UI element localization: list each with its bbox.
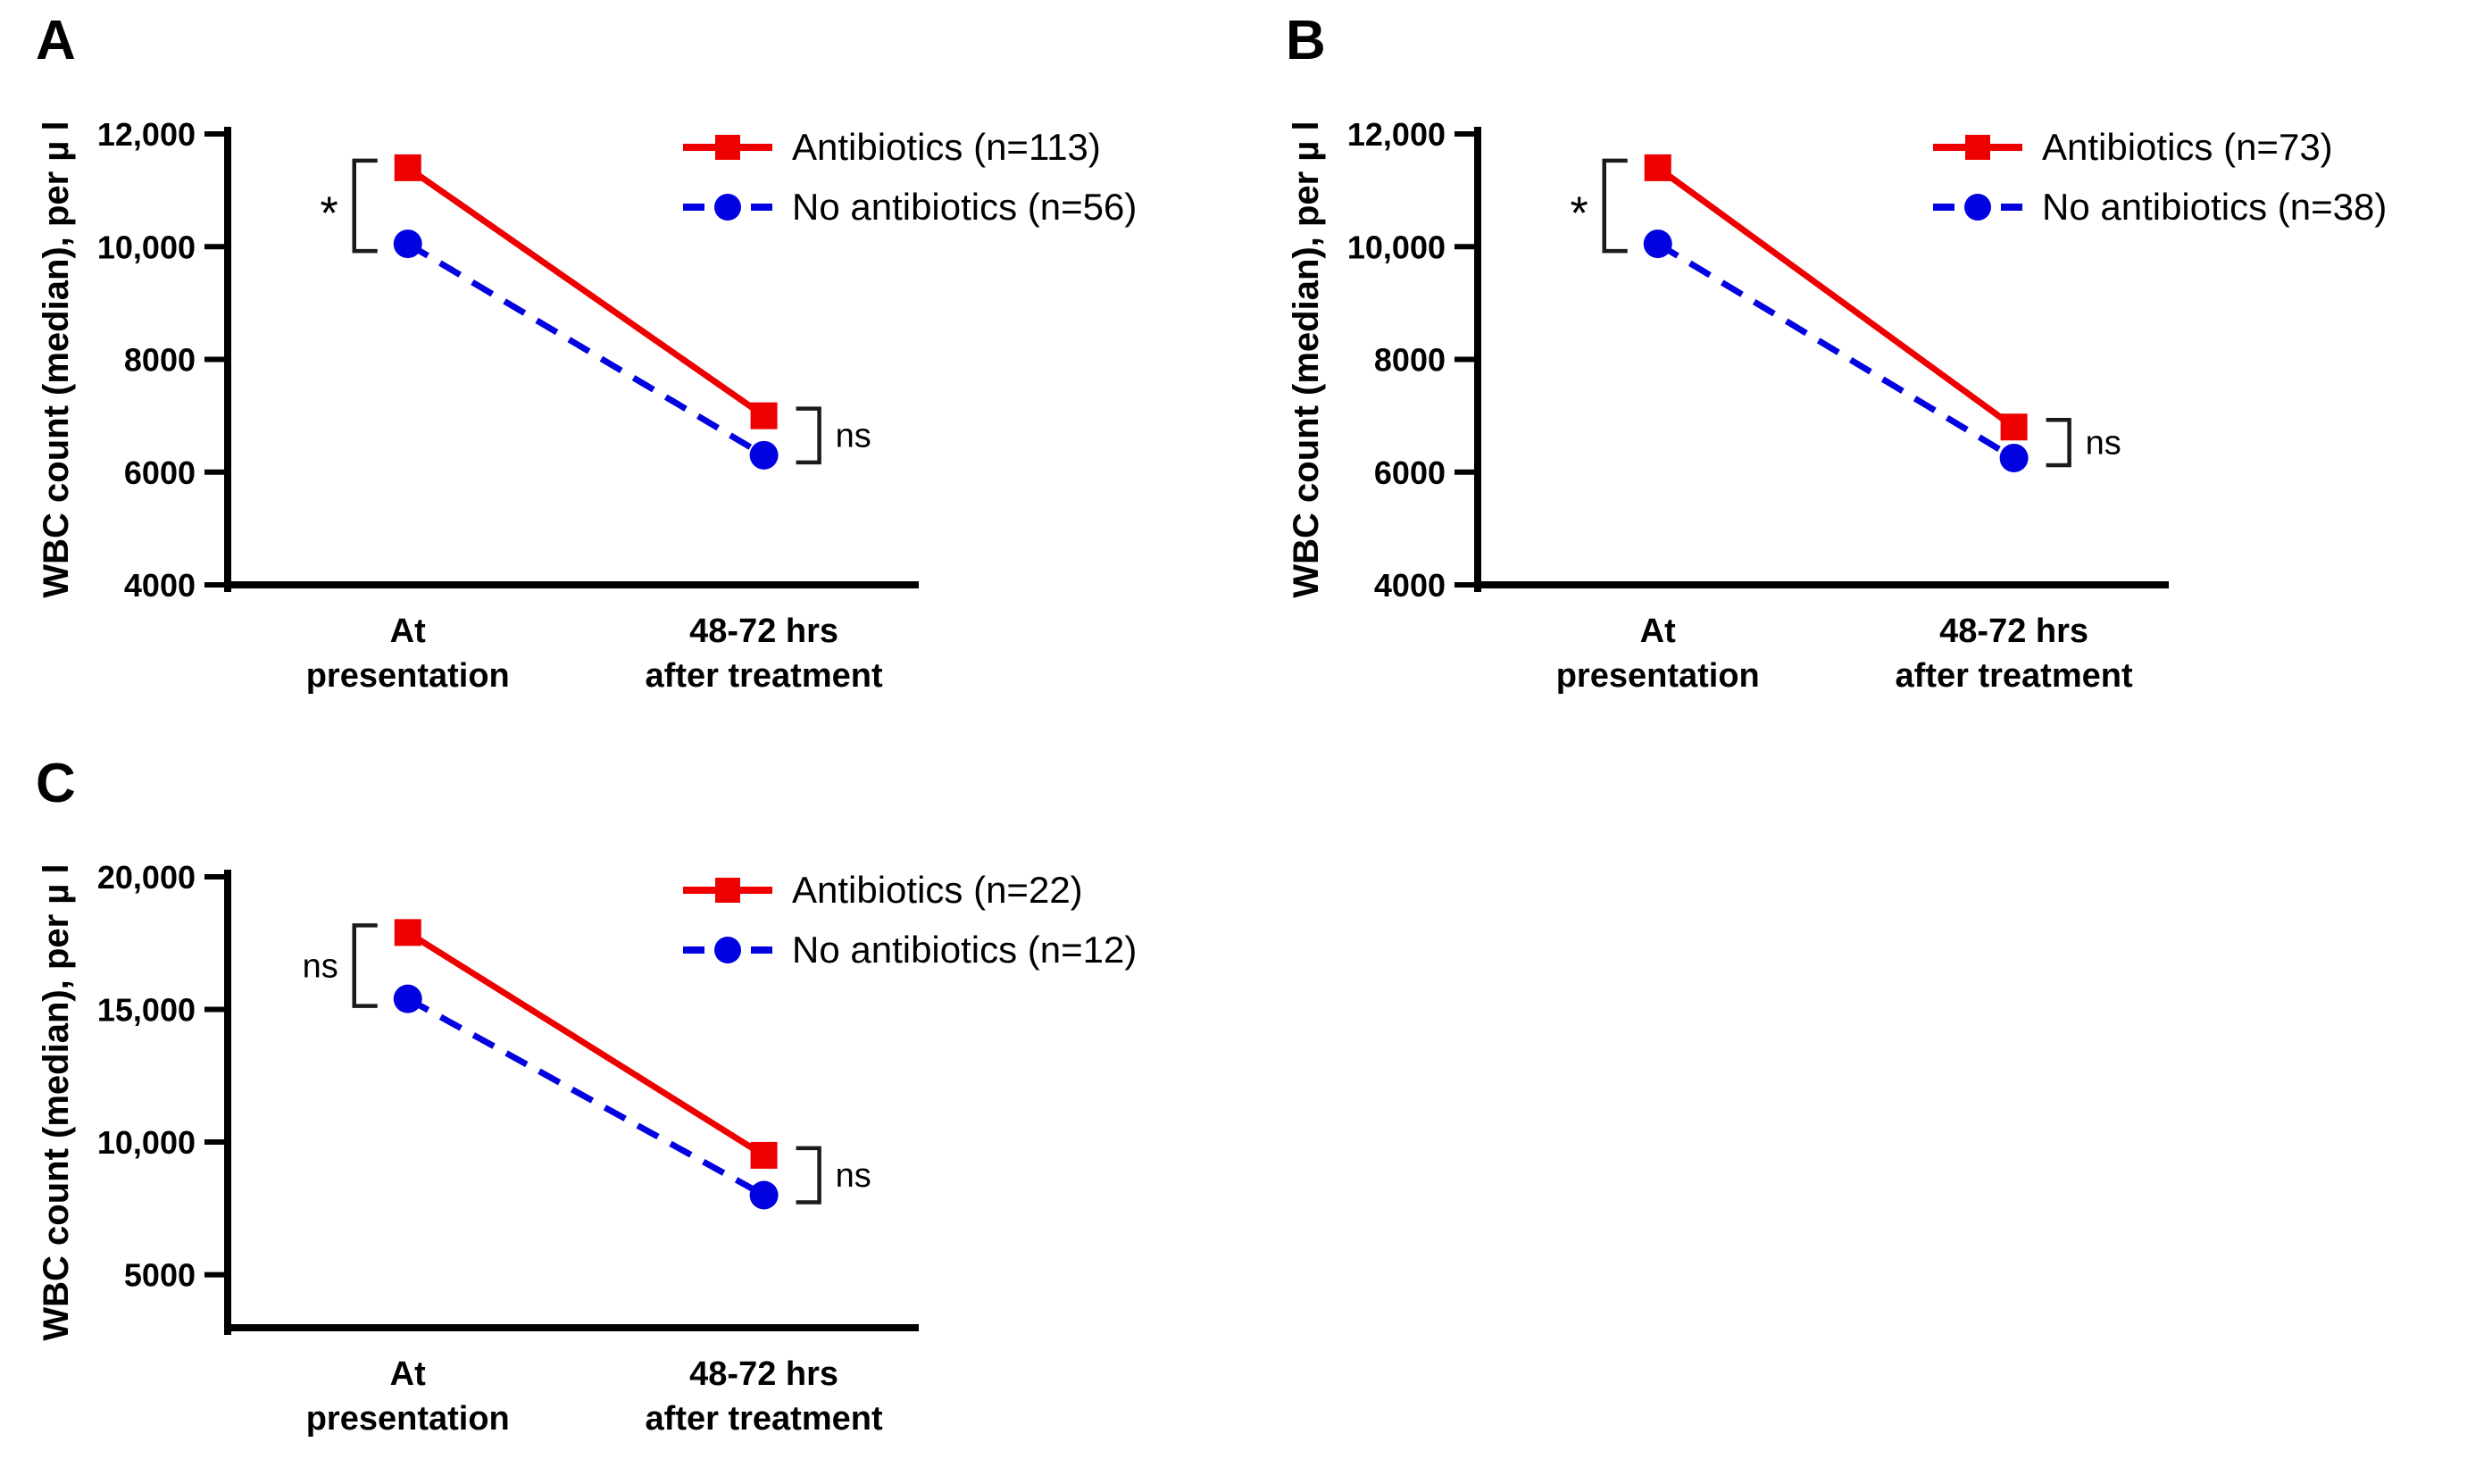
series-line-0 (405, 930, 766, 1158)
sig-bracket-left (352, 923, 378, 1008)
sig-bracket-right (796, 406, 821, 465)
sig-label-left: ns (303, 948, 338, 986)
x-tick-label: presentation (1556, 657, 1760, 695)
y-tick-label: 4000 (124, 567, 196, 604)
series-line-0 (405, 165, 766, 419)
x-tick-label: 48-72 hrs (1939, 613, 2088, 650)
series-0-marker-0 (394, 919, 421, 946)
series-1-marker-0 (393, 229, 422, 259)
y-tick-label: 4000 (1374, 567, 1446, 604)
legend-marker-square (715, 135, 740, 160)
sig-label-right: ns (2086, 425, 2121, 463)
y-tick-label: 6000 (1374, 454, 1446, 491)
y-tick-label: 8000 (124, 342, 196, 379)
panel-a: A WBC count (median), per µ l 12,000 10,00… (27, 9, 1217, 741)
panel-b: B WBC count (median), per µ l 12,000 10,00… (1277, 9, 2467, 741)
x-tick-label: after treatment (1896, 657, 2133, 695)
panel-c-chart: WBC count (median), per µ l 20,000 15,000 1… (37, 859, 1137, 1438)
series-0-marker-1 (2000, 413, 2028, 441)
y-tick-label: 8000 (1374, 342, 1446, 379)
series-0-marker-1 (750, 402, 778, 429)
panel-a-chart: WBC count (median), per µ l 12,000 10,000 8… (37, 116, 1137, 695)
series-1-marker-1 (749, 440, 779, 470)
y-axis-title: WBC count (median), per µ l (1287, 121, 1326, 597)
sig-bracket-left (352, 158, 378, 254)
x-tick-label: At (390, 1355, 426, 1393)
series-line-1 (405, 241, 766, 458)
sig-label-right: ns (836, 418, 871, 455)
y-tick-label: 12,000 (1347, 116, 1446, 153)
panel-c: C WBC count (median), per µ l 20,000 15,00… (27, 752, 1217, 1484)
x-tick-label: after treatment (646, 657, 883, 695)
legend-label-0: Antibiotics (n=113) (792, 126, 1101, 168)
y-tick-label: 20,000 (97, 859, 196, 896)
legend-label-0: Antibiotics (n=22) (792, 869, 1083, 911)
series-1-marker-0 (393, 984, 422, 1013)
sig-bracket-left (1602, 158, 1628, 254)
legend-marker-square (1965, 135, 1990, 160)
x-tick-label: presentation (306, 1400, 510, 1438)
sig-bracket-right (2046, 418, 2071, 468)
y-tick-label: 10,000 (97, 229, 196, 265)
series-line-1 (1655, 241, 2016, 461)
y-tick-label: 12,000 (97, 116, 196, 153)
x-tick-label: after treatment (646, 1400, 883, 1438)
x-tick-label: At (1640, 613, 1676, 650)
x-tick-label: At (390, 613, 426, 650)
panel-a-label: A (36, 10, 76, 71)
legend-label-1: No antibiotics (n=56) (792, 186, 1137, 228)
series-0-marker-0 (1644, 154, 1671, 181)
series-line-1 (406, 996, 766, 1198)
sig-bracket-right (796, 1146, 821, 1205)
sig-label-left: * (1570, 188, 1588, 239)
series-1-marker-1 (1999, 443, 2029, 472)
legend-marker-square (715, 878, 740, 903)
y-tick-label: 15,000 (97, 992, 196, 1029)
series-0-marker-1 (750, 1141, 778, 1169)
legend-label-0: Antibiotics (n=73) (2042, 126, 2333, 168)
series-1-marker-0 (1643, 229, 1672, 259)
y-axis-title: WBC count (median), per µ l (37, 863, 76, 1340)
sig-label-left: * (320, 188, 338, 239)
panel-c-label: C (36, 753, 76, 814)
y-tick-label: 6000 (124, 454, 196, 491)
y-axis-title: WBC count (median), per µ l (37, 121, 76, 597)
legend-marker-circle (714, 194, 741, 221)
y-tick-label: 10,000 (97, 1124, 196, 1161)
x-tick-label: 48-72 hrs (689, 1355, 838, 1393)
sig-label-right: ns (836, 1157, 871, 1195)
legend-marker-circle (1964, 194, 1991, 221)
panel-b-label: B (1286, 10, 1326, 71)
series-0-marker-0 (394, 154, 421, 181)
x-tick-label: 48-72 hrs (689, 613, 838, 650)
series-line-0 (1655, 165, 2016, 430)
legend-label-1: No antibiotics (n=12) (792, 929, 1137, 971)
panel-b-chart: WBC count (median), per µ l 12,000 10,000 8… (1287, 116, 2387, 695)
series-1-marker-1 (749, 1180, 779, 1210)
legend-marker-circle (714, 937, 741, 963)
legend-label-1: No antibiotics (n=38) (2042, 186, 2387, 228)
y-tick-label: 10,000 (1347, 229, 1446, 265)
x-tick-label: presentation (306, 657, 510, 695)
y-tick-label: 5000 (124, 1257, 196, 1294)
